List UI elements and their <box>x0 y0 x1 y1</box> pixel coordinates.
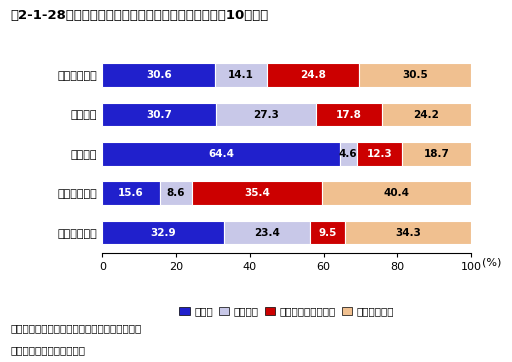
Bar <box>358 63 471 87</box>
Bar <box>382 103 471 126</box>
Text: 32.9: 32.9 <box>150 228 176 237</box>
Bar <box>102 142 340 166</box>
Text: 資料：総務庁統計局「科学技術研究調査報告」: 資料：総務庁統計局「科学技術研究調査報告」 <box>10 323 141 333</box>
Legend: 人件費, 原材料費, 有形固定資産購入費, その他の経費: 人件費, 原材料費, 有形固定資産購入費, その他の経費 <box>175 302 398 321</box>
Bar <box>340 142 357 166</box>
Bar <box>102 63 215 87</box>
Text: 40.4: 40.4 <box>383 188 410 198</box>
Text: 第2-1-28図　研究機関の研究費の費目別構成比（平成10年度）: 第2-1-28図 研究機関の研究費の費目別構成比（平成10年度） <box>10 9 268 22</box>
Bar <box>102 103 216 126</box>
Text: 24.2: 24.2 <box>414 109 439 119</box>
Text: 34.3: 34.3 <box>395 228 421 237</box>
Bar <box>160 181 191 205</box>
Text: 30.6: 30.6 <box>146 70 172 80</box>
Text: 27.3: 27.3 <box>253 109 279 119</box>
Bar <box>224 221 310 244</box>
Text: 18.7: 18.7 <box>423 149 450 159</box>
Text: 35.4: 35.4 <box>244 188 270 198</box>
Bar <box>267 63 358 87</box>
Text: 30.7: 30.7 <box>146 109 172 119</box>
Text: 4.6: 4.6 <box>339 149 357 159</box>
Text: 30.5: 30.5 <box>402 70 428 80</box>
Bar <box>216 103 316 126</box>
Bar <box>102 181 160 205</box>
Bar <box>345 221 472 244</box>
Bar <box>191 181 322 205</box>
Bar <box>402 142 471 166</box>
Text: 15.6: 15.6 <box>118 188 144 198</box>
Text: 12.3: 12.3 <box>367 149 392 159</box>
Text: 9.5: 9.5 <box>318 228 337 237</box>
Bar <box>215 63 267 87</box>
Text: 14.1: 14.1 <box>228 70 254 80</box>
Text: （参照：付属資料（９））: （参照：付属資料（９）） <box>10 345 85 355</box>
Bar <box>316 103 382 126</box>
Bar <box>102 221 224 244</box>
Text: 24.8: 24.8 <box>300 70 326 80</box>
Text: 64.4: 64.4 <box>208 149 234 159</box>
Bar <box>310 221 345 244</box>
Text: 23.4: 23.4 <box>254 228 280 237</box>
Text: (%): (%) <box>482 257 501 267</box>
Text: 8.6: 8.6 <box>166 188 185 198</box>
Text: 17.8: 17.8 <box>336 109 362 119</box>
Bar <box>322 181 471 205</box>
Bar <box>357 142 402 166</box>
